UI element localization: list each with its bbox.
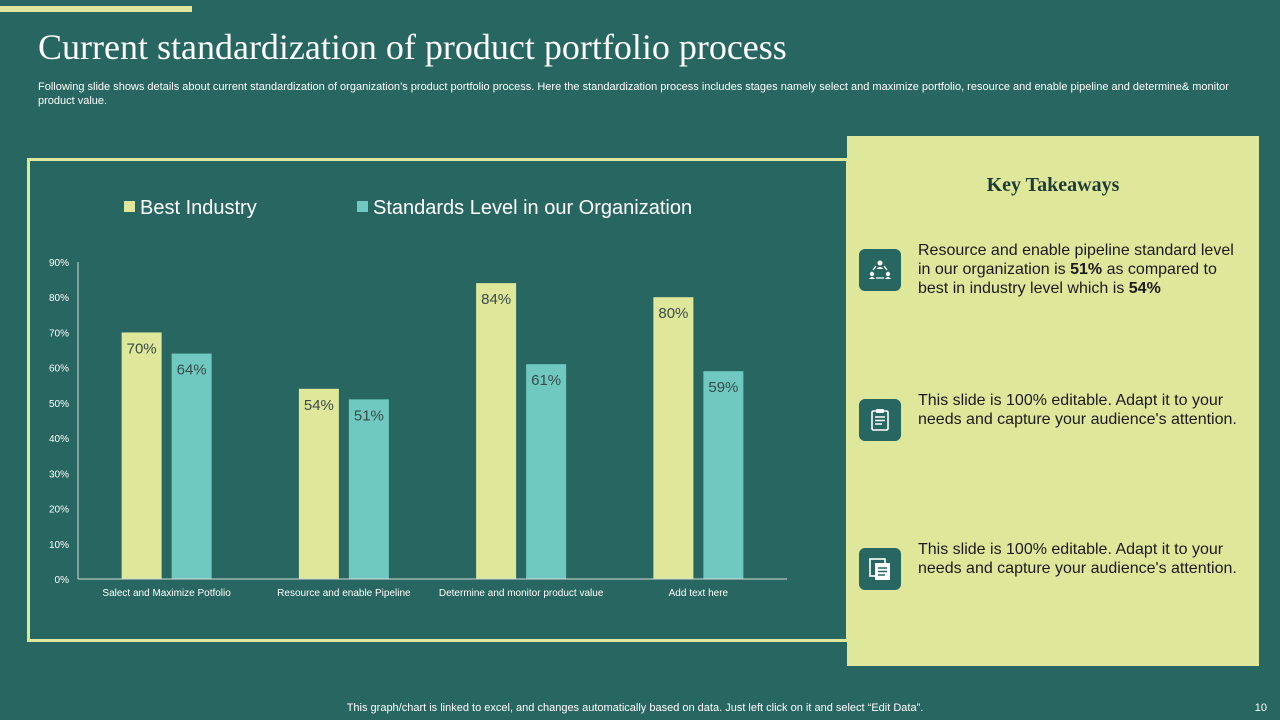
y-tick-label: 20% (49, 505, 69, 516)
y-tick-label: 80% (49, 293, 69, 304)
takeaway-text-part: as compared to best in industry level wh… (918, 261, 1217, 297)
key-takeaways-panel: Key Takeaways Resource and enable pipeli… (847, 136, 1259, 666)
y-tick-label: 60% (49, 364, 69, 375)
legend-label-organization: Standards Level in our Organization (373, 197, 692, 219)
page-title: Current standardization of product portf… (38, 27, 787, 67)
data-label: 54% (304, 397, 334, 414)
x-tick-label: Salect and Maximize Potfolio (102, 588, 231, 599)
bar-best-industry (476, 283, 517, 579)
y-tick-label: 50% (49, 399, 69, 410)
bar-organization (703, 371, 744, 579)
data-label: 59% (708, 379, 738, 396)
y-tick-label: 30% (49, 469, 69, 480)
takeaway-highlight: 51% (1070, 261, 1103, 278)
page-number: 10 (1254, 702, 1267, 714)
bar-best-industry (121, 332, 162, 579)
data-label: 80% (658, 305, 688, 322)
y-axis: 0% 10% 20% 30% 40% 50% 60% 70% 80% 90% (49, 258, 79, 586)
chart-legend[interactable]: Best Industry Standards Level in our Org… (124, 197, 692, 219)
chart-container[interactable]: Best Industry Standards Level in our Org… (27, 158, 849, 642)
x-tick-label: Add text here (669, 588, 729, 599)
footer-note: This graph/chart is linked to excel, and… (346, 702, 924, 714)
top-accent-bar (0, 6, 192, 12)
takeaway-text: This slide is 100% editable. Adapt it to… (918, 541, 1237, 577)
takeaway-text: This slide is 100% editable. Adapt it to… (918, 392, 1237, 428)
bar-organization (171, 353, 212, 579)
bar-organization (526, 364, 567, 579)
takeaway-text: Resource and enable pipeline standard le… (918, 241, 1243, 298)
legend-label-best-industry: Best Industry (140, 197, 257, 219)
clipboard-icon (859, 399, 901, 441)
bar-chart[interactable]: Best Industry Standards Level in our Org… (30, 161, 846, 639)
page-subtitle: Following slide shows details about curr… (38, 81, 1229, 107)
legend-swatch-organization (357, 201, 368, 212)
takeaway-text-part: Resource and enable pipeline standard le… (918, 242, 1234, 278)
bar-best-industry (298, 388, 339, 579)
data-label: 51% (354, 407, 384, 424)
team-network-icon (859, 249, 901, 291)
legend-swatch-best-industry (124, 201, 135, 212)
x-axis: Salect and Maximize Potfolio Resource and… (78, 578, 787, 599)
takeaway-highlight: 54% (1128, 280, 1161, 297)
y-tick-label: 0% (55, 575, 70, 586)
data-label: 84% (481, 291, 511, 308)
takeaways-title: Key Takeaways (986, 174, 1120, 196)
data-label: 64% (177, 362, 207, 379)
x-tick-label: Resource and enable Pipeline (277, 588, 411, 599)
x-tick-label: Determine and monitor product value (439, 588, 604, 599)
bar-organization (348, 399, 389, 579)
documents-icon (859, 548, 901, 590)
y-tick-label: 90% (49, 258, 69, 269)
bar-best-industry (653, 297, 694, 579)
y-tick-label: 40% (49, 434, 69, 445)
data-label: 70% (127, 340, 157, 357)
y-tick-label: 70% (49, 328, 69, 339)
chart-bars: 70% 64% 54% 51% 84% 61% 80% 59% (121, 283, 744, 579)
y-tick-label: 10% (49, 540, 69, 551)
data-label: 61% (531, 372, 561, 389)
